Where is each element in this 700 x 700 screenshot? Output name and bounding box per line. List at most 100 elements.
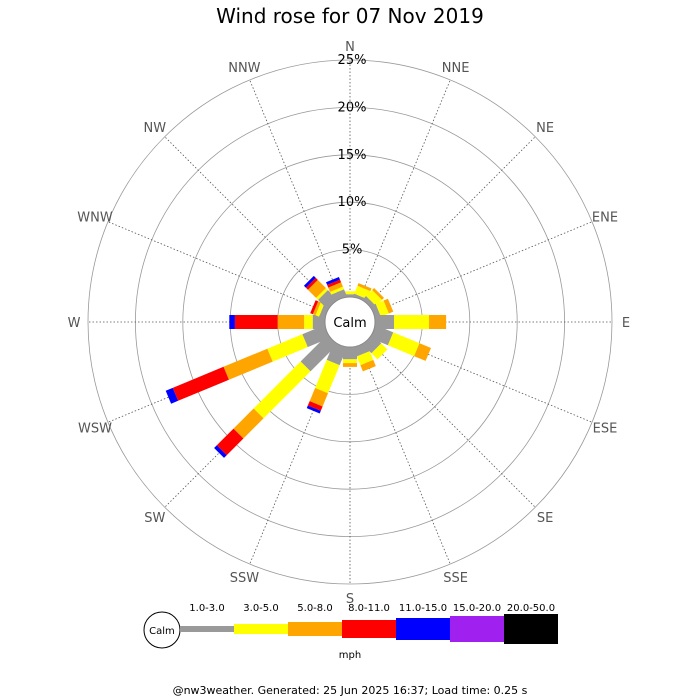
bar-nw-8.0-11.0 [305, 277, 318, 290]
radial-tick-25%: 25% [338, 53, 367, 68]
legend-calm-label: Calm [149, 626, 175, 637]
bar-nw-5.0-8.0 [307, 279, 326, 298]
bar-w-5.0-8.0 [277, 315, 305, 329]
bar-ese-5.0-8.0 [414, 343, 431, 361]
legend-swatch-15.0-20.0 [450, 616, 504, 642]
spoke-wnw [107, 221, 328, 313]
legend-swatch-8.0-11.0 [342, 620, 396, 638]
calm-circle [324, 296, 376, 348]
legend-label-8.0-11.0: 8.0-11.0 [348, 603, 390, 614]
bar-nw-11.0-15.0 [303, 275, 316, 288]
bar-s-3.0-5.0 [343, 359, 357, 364]
legend-label-1.0-3.0: 1.0-3.0 [189, 603, 224, 614]
legend-label-15.0-20.0: 15.0-20.0 [453, 603, 501, 614]
radial-tick-labels: 5% 10% 15% 20% 25% [338, 53, 367, 258]
bar-wsw-8.0-11.0 [172, 366, 229, 401]
direction-label-wnw: WNW [77, 210, 113, 225]
spoke-nne [359, 79, 451, 300]
bar-nnw-1.0-3.0 [331, 289, 347, 302]
direction-spokes [88, 60, 612, 584]
legend-label-20.0-50.0: 20.0-50.0 [507, 603, 555, 614]
footer-credit: @nw3weather. Generated: 25 Jun 2025 16:3… [172, 684, 528, 697]
direction-label-n: N [345, 40, 355, 55]
legend: Calm 1.0-3.0 3.0-5.0 5.0-8.0 8.0-11.0 11.0-15… [143, 603, 558, 661]
bar-e-5.0-8.0 [429, 315, 447, 329]
spoke-ene [372, 221, 593, 313]
bar-wsw-1.0-3.0 [302, 325, 330, 348]
bar-ne-5.0-8.0 [372, 288, 384, 300]
bar-w-3.0-5.0 [304, 315, 313, 329]
bar-ssw-8.0-11.0 [307, 401, 323, 411]
bar-nne-5.0-8.0 [357, 283, 372, 292]
bar-sse-5.0-8.0 [360, 359, 376, 372]
legend-swatch-1.0-3.0 [180, 626, 234, 632]
legend-unit: mph [339, 650, 361, 661]
spoke-sse [359, 344, 451, 565]
spoke-ne [367, 136, 536, 305]
bar-sse-3.0-5.0 [356, 351, 374, 366]
bar-s-5.0-8.0 [343, 363, 357, 367]
radial-tick-15%: 15% [338, 148, 367, 163]
direction-label-w: W [68, 316, 81, 331]
bar-ese-3.0-5.0 [387, 332, 420, 357]
legend-swatch-3.0-5.0 [234, 624, 288, 634]
direction-label-ssw: SSW [230, 571, 260, 586]
bar-sw-5.0-8.0 [233, 408, 264, 439]
bar-ene-5.0-8.0 [383, 298, 394, 314]
bar-sw-8.0-11.0 [216, 428, 244, 456]
legend-swatch-5.0-8.0 [288, 622, 342, 636]
bar-se-3.0-5.0 [371, 343, 388, 360]
radial-tick-10%: 10% [338, 195, 367, 210]
bar-nw-3.0-5.0 [316, 288, 328, 300]
direction-labels: N NNE NE ENE E ESE SE SSE S SSW SW WSW W WNW NW NNW [68, 40, 631, 607]
bar-wnw-3.0-5.0 [315, 302, 325, 317]
direction-label-sse: SSE [443, 571, 468, 586]
legend-label-11.0-15.0: 11.0-15.0 [399, 603, 447, 614]
bar-wsw-11.0-15.0 [165, 387, 179, 404]
direction-label-sw: SW [144, 511, 165, 526]
direction-label-nnw: NNW [228, 61, 260, 76]
bar-nnw-5.0-8.0 [328, 282, 343, 292]
bar-sw-3.0-5.0 [253, 361, 311, 419]
direction-label-nw: NW [144, 121, 167, 136]
direction-label-s: S [346, 592, 354, 607]
calm-label: Calm [333, 316, 366, 331]
bar-nnw-3.0-5.0 [330, 286, 344, 295]
grid-circle-5 [87, 59, 613, 585]
radial-tick-5%: 5% [342, 243, 363, 258]
bar-wsw-5.0-8.0 [223, 348, 273, 380]
legend-swatch-20.0-50.0 [504, 614, 558, 644]
radial-tick-20%: 20% [338, 100, 367, 115]
direction-label-ese: ESE [593, 422, 618, 437]
bar-ne-3.0-5.0 [366, 290, 382, 306]
direction-label-se: SE [537, 511, 553, 526]
legend-label-5.0-8.0: 5.0-8.0 [297, 603, 332, 614]
spoke-nw [164, 136, 333, 305]
bar-ene-3.0-5.0 [375, 300, 389, 317]
direction-label-e: E [622, 316, 630, 331]
bar-sse-1.0-3.0 [353, 342, 370, 357]
direction-label-ene: ENE [592, 210, 618, 225]
bar-sw-11.0-15.0 [214, 445, 227, 458]
bar-ssw-5.0-8.0 [309, 388, 328, 407]
bar-w-1.0-3.0 [312, 315, 325, 329]
bar-e-3.0-5.0 [394, 315, 429, 329]
bar-ssw-11.0-15.0 [306, 405, 321, 414]
direction-label-nne: NNE [442, 61, 470, 76]
bar-n-3.0-5.0 [343, 291, 357, 295]
chart-title: Wind rose for 07 Nov 2019 [216, 4, 484, 28]
bar-nne-3.0-5.0 [354, 285, 371, 299]
spoke-se [367, 339, 536, 508]
bar-e-1.0-3.0 [375, 315, 394, 329]
bar-wsw-3.0-5.0 [267, 334, 308, 362]
calm-center: Calm [324, 296, 376, 348]
bar-w-11.0-15.0 [229, 315, 235, 329]
bar-nnw-11.0-15.0 [326, 277, 340, 285]
direction-label-ne: NE [536, 121, 554, 136]
bar-wnw-5.0-8.0 [312, 301, 321, 316]
bar-ssw-3.0-5.0 [315, 359, 340, 394]
bar-sw-1.0-3.0 [300, 334, 338, 372]
spoke-nnw [249, 79, 341, 300]
bar-s-1.0-3.0 [343, 347, 357, 360]
